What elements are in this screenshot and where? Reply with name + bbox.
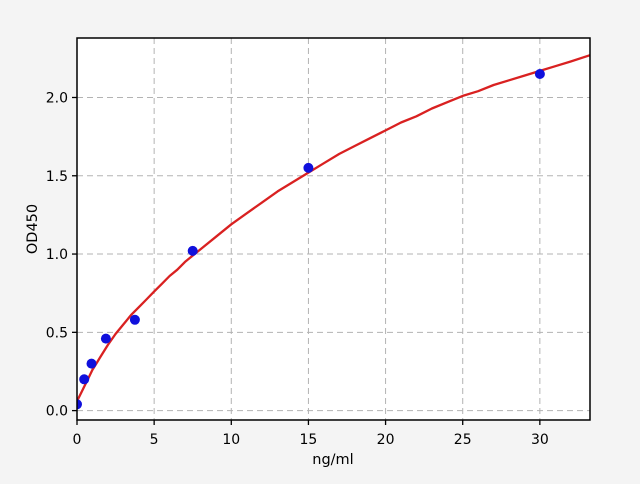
x-tick-label: 10 [222, 432, 240, 448]
data-points [77, 69, 545, 410]
y-tick-labels: 0.0 0.5 1.0 1.5 2.0 [46, 90, 68, 419]
plot-area-background [77, 38, 590, 420]
x-tick-label: 15 [300, 432, 318, 448]
y-tick-label: 0.5 [46, 325, 68, 341]
x-axis-label: ng/ml [312, 452, 353, 468]
y-tick-label: 1.0 [46, 247, 68, 263]
x-tick-labels: 0 5 10 15 20 25 30 [73, 432, 549, 448]
data-point [77, 399, 82, 410]
y-tick-label: 2.0 [46, 90, 68, 106]
plot-frame-spines [76, 37, 591, 421]
x-tick-label: 30 [531, 432, 549, 448]
data-point [303, 162, 314, 173]
y-axis-label: OD450 [25, 204, 41, 254]
data-point [129, 314, 140, 325]
data-point [187, 245, 198, 256]
y-tick-label: 0.0 [46, 404, 68, 420]
data-point [86, 358, 97, 369]
y-tick-label: 1.5 [46, 169, 68, 185]
fit-curve-line [77, 54, 590, 403]
data-point [534, 69, 545, 79]
x-tick-label: 0 [73, 432, 82, 448]
x-tick-label: 20 [377, 432, 395, 448]
axis-tick-marks [72, 96, 541, 425]
data-point [79, 374, 90, 385]
x-tick-label: 5 [150, 432, 159, 448]
x-tick-label: 25 [454, 432, 472, 448]
fit-curve-path [77, 54, 590, 403]
data-point [100, 333, 111, 344]
